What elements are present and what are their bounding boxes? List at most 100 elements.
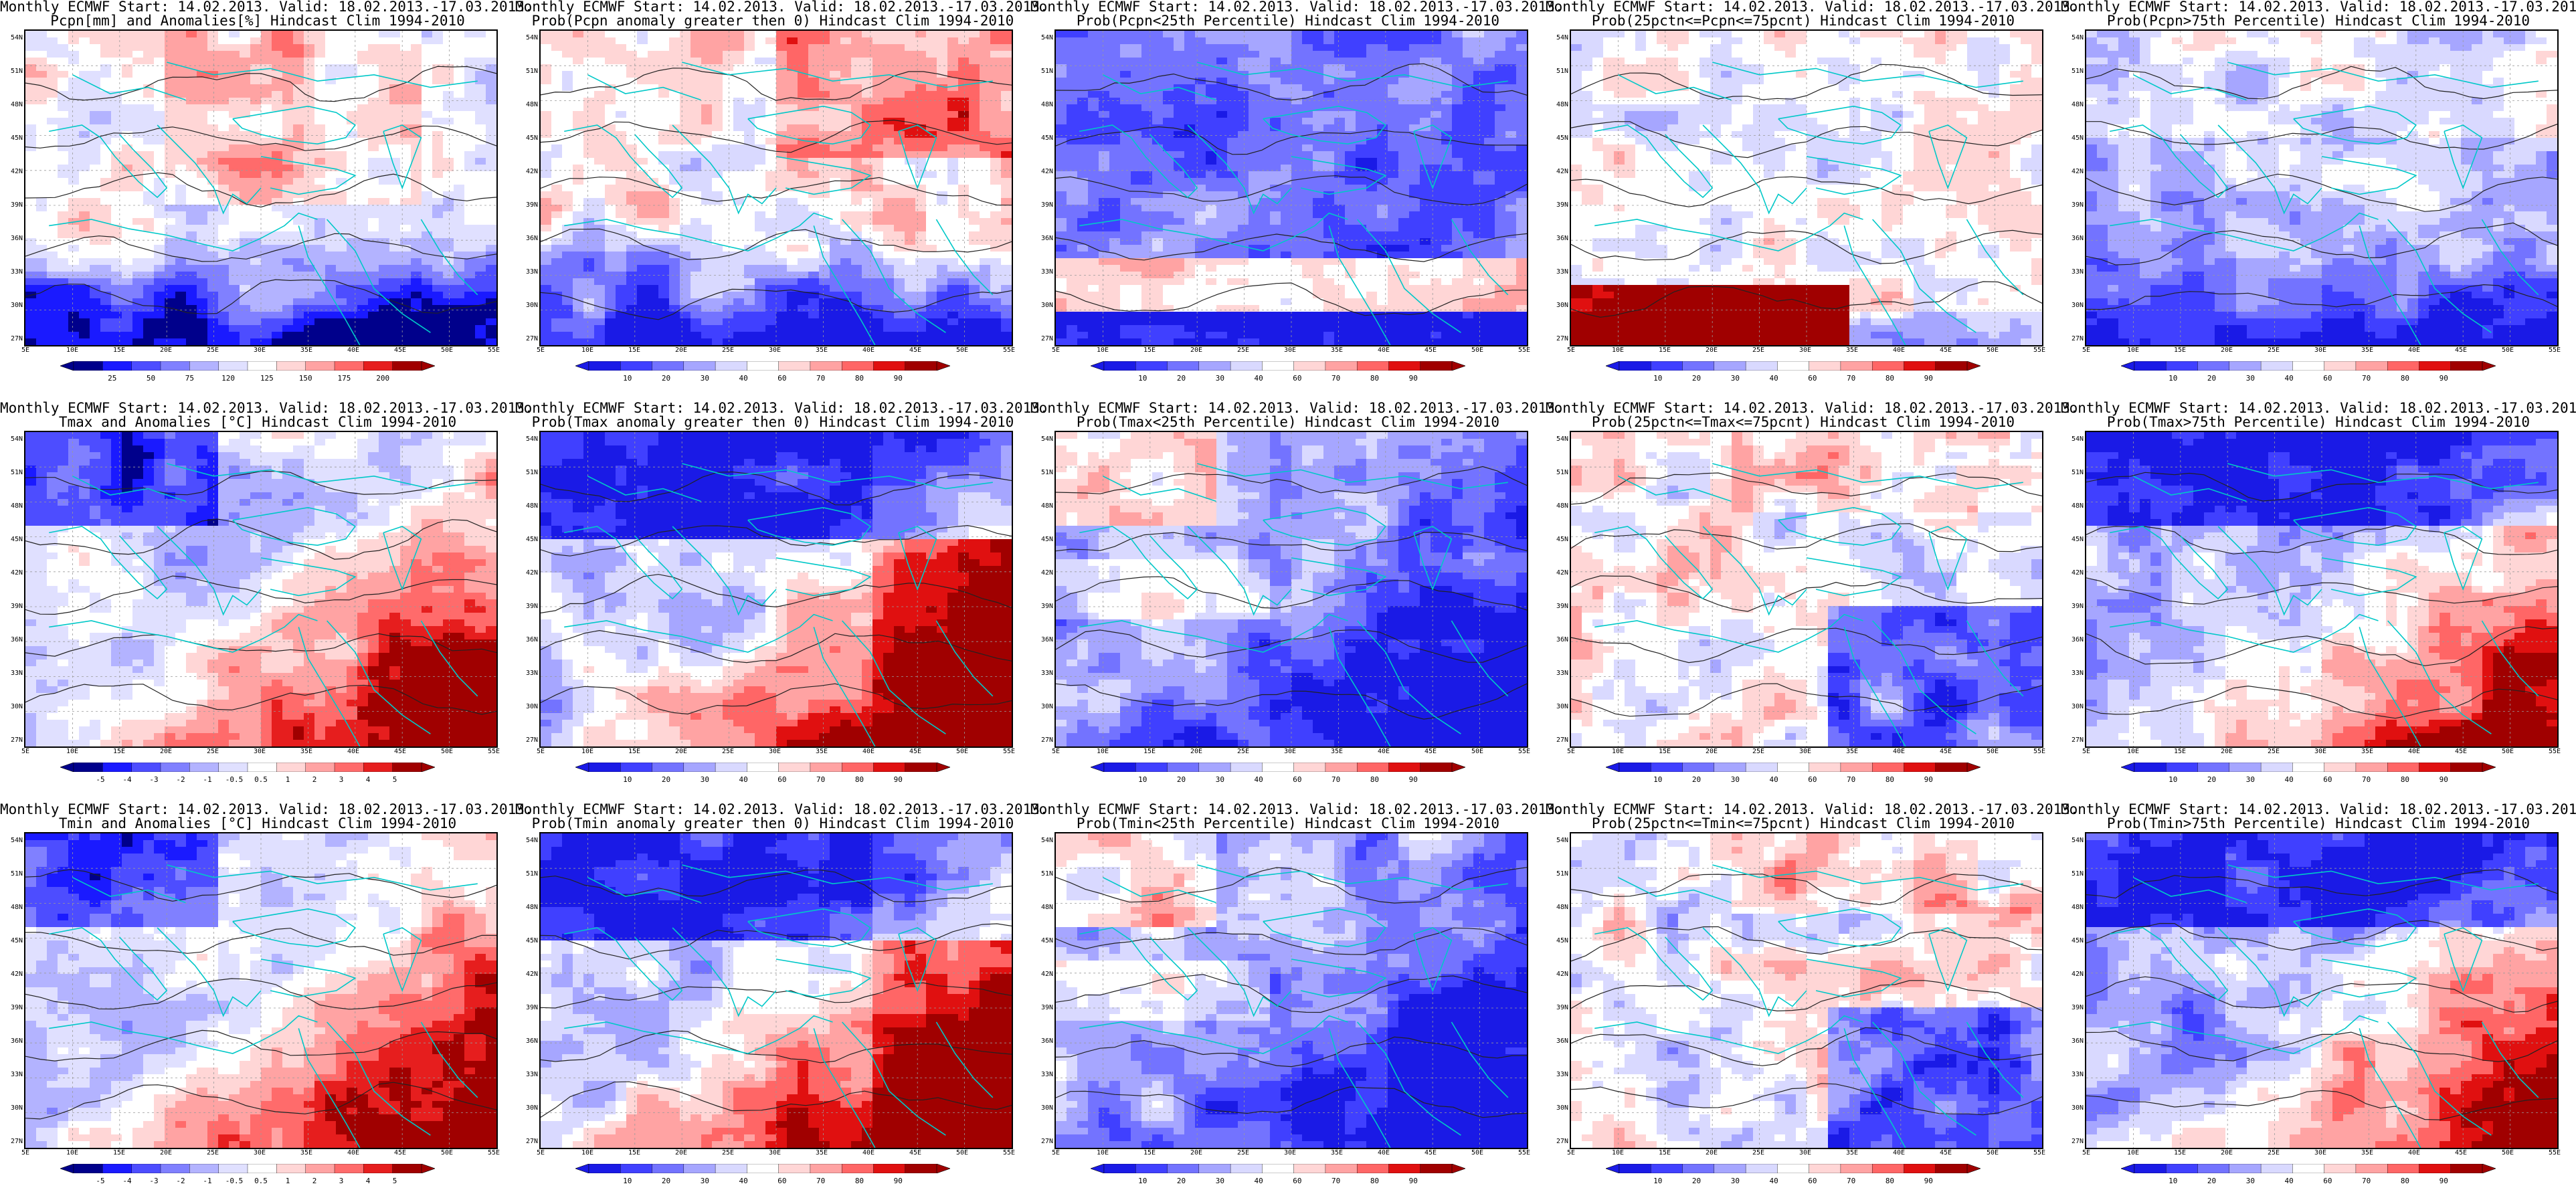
lon-tick-label: 30E: [250, 748, 270, 755]
lat-tick-label: 30N: [0, 302, 23, 309]
map-panel-r1c1: Monthly ECMWF Start: 14.02.2013. Valid: …: [0, 0, 533, 401]
lat-tick-label: 54N: [1546, 436, 1568, 443]
forecast-map: [1054, 431, 1528, 748]
lat-tick-label: 27N: [0, 336, 23, 342]
lat-tick-label: 42N: [2061, 169, 2084, 175]
lon-tick-label: 20E: [1186, 748, 1206, 755]
lat-tick-label: 27N: [2061, 1138, 2084, 1145]
lat-tick-label: 27N: [1030, 1138, 1053, 1145]
colorbar-tick-label: 60: [1286, 776, 1309, 783]
colorbar-tick-label: -3: [143, 776, 165, 783]
lon-tick-label: 55E: [2029, 347, 2049, 354]
panel-title-line-2: Prob(Tmax<25th Percentile) Hindcast Clim…: [1030, 415, 1546, 429]
colorbar: [1606, 1164, 1981, 1173]
lon-tick-label: 20E: [1186, 347, 1206, 354]
lon-tick-label: 50E: [952, 748, 972, 755]
lon-tick-label: 55E: [2029, 748, 2049, 755]
lon-tick-label: 20E: [2217, 347, 2237, 354]
panel-title-line-1: Monthly ECMWF Start: 14.02.2013. Valid: …: [0, 401, 533, 415]
colorbar-tick-label: 60: [771, 1177, 794, 1185]
panel-title-line-2: Prob(Tmin anomaly greater then 0) Hindca…: [515, 817, 1030, 831]
colorbar-tick-label: 80: [1878, 1177, 1901, 1185]
panel-title-line-2: Prob(Pcpn anomaly greater then 0) Hindca…: [515, 14, 1030, 28]
forecast-map: [2085, 431, 2559, 748]
contour-lines: [541, 471, 1012, 715]
colorbar-tick-label: 70: [1840, 1177, 1863, 1185]
coastlines: [2110, 864, 2539, 1148]
forecast-map-svg: [2086, 833, 2557, 1148]
lat-tick-label: 39N: [1546, 1005, 1568, 1011]
forecast-map-svg: [1056, 833, 1527, 1148]
contour-lines: [25, 66, 496, 314]
lat-tick-label: 45N: [1546, 135, 1568, 142]
lon-tick-label: 30E: [1795, 347, 1815, 354]
lon-tick-label: 15E: [2170, 748, 2190, 755]
lon-tick-label: 40E: [858, 748, 879, 755]
lon-tick-label: 40E: [1889, 1150, 1909, 1157]
panel-title: Monthly ECMWF Start: 14.02.2013. Valid: …: [0, 803, 533, 831]
lat-tick-label: 54N: [1030, 436, 1053, 443]
lat-tick-label: 39N: [2061, 202, 2084, 209]
panel-title: Monthly ECMWF Start: 14.02.2013. Valid: …: [0, 0, 533, 28]
lat-tick-label: 27N: [515, 1138, 538, 1145]
panel-title-line-2: Tmin and Anomalies [°C] Hindcast Clim 19…: [0, 817, 515, 831]
lon-tick-label: 15E: [109, 748, 129, 755]
panel-title-line-1: Monthly ECMWF Start: 14.02.2013. Valid: …: [1546, 0, 2079, 14]
colorbar-tick-label: 20: [2201, 1177, 2223, 1185]
panel-title: Monthly ECMWF Start: 14.02.2013. Valid: …: [2061, 0, 2576, 28]
colorbar-tick-label: 20: [1170, 1177, 1193, 1185]
lon-tick-label: 50E: [2498, 1150, 2518, 1157]
lat-tick-label: 36N: [515, 1038, 538, 1045]
lat-tick-label: 30N: [1546, 302, 1568, 309]
shaded-field: [1571, 833, 2042, 1148]
lon-tick-label: 20E: [671, 347, 691, 354]
colorbar-tick-label: 120: [217, 375, 240, 382]
forecast-map-svg: [541, 432, 1012, 746]
lat-tick-label: 27N: [2061, 336, 2084, 342]
lon-tick-label: 50E: [1983, 748, 2003, 755]
lat-tick-label: 39N: [1546, 603, 1568, 610]
lon-tick-label: 40E: [343, 748, 363, 755]
coastlines: [1594, 864, 2024, 1148]
lon-tick-label: 30E: [1280, 347, 1300, 354]
lat-tick-label: 42N: [515, 570, 538, 577]
lon-tick-label: 20E: [1701, 748, 1722, 755]
colorbar-tick-label: 20: [2201, 375, 2223, 382]
lon-tick-label: 55E: [484, 748, 504, 755]
colorbar: [2121, 1164, 2496, 1173]
colorbar-tick-label: 0.5: [250, 1177, 272, 1185]
colorbar-tick-label: 150: [294, 375, 317, 382]
forecast-map: [24, 832, 498, 1149]
map-panel-r2c1: Monthly ECMWF Start: 14.02.2013. Valid: …: [0, 401, 533, 803]
colorbar-tick-label: 25: [101, 375, 124, 382]
colorbar-tick-label: 10: [1647, 776, 1669, 783]
lon-tick-label: 25E: [718, 1150, 738, 1157]
lon-tick-label: 35E: [1842, 1150, 1862, 1157]
colorbar-tick-label: 80: [1363, 1177, 1386, 1185]
graticule: [541, 31, 1012, 345]
lon-tick-label: 15E: [2170, 347, 2190, 354]
lon-tick-label: 35E: [2357, 347, 2377, 354]
colorbar-tick-label: 2: [303, 1177, 326, 1185]
colorbar-tick-label: 10: [2162, 776, 2185, 783]
lat-tick-label: 51N: [2061, 470, 2084, 476]
lat-tick-label: 48N: [1546, 503, 1568, 510]
lon-tick-label: 10E: [1608, 748, 1628, 755]
graticule: [25, 31, 496, 345]
lat-tick-label: 36N: [0, 1038, 23, 1045]
lon-tick-label: 35E: [296, 1150, 316, 1157]
colorbar-tick-label: 80: [1363, 776, 1386, 783]
lon-tick-label: 55E: [484, 347, 504, 354]
lon-tick-label: 5E: [15, 347, 35, 354]
colorbar-tick-label: 60: [1801, 1177, 1824, 1185]
lat-tick-label: 54N: [515, 436, 538, 443]
lon-tick-label: 30E: [765, 1150, 785, 1157]
forecast-map: [539, 29, 1013, 346]
lon-tick-label: 45E: [905, 748, 925, 755]
coastlines: [564, 463, 994, 746]
colorbar-tick-label: 4: [357, 776, 379, 783]
lon-tick-label: 15E: [1139, 1150, 1160, 1157]
colorbar-tick-label: -3: [143, 1177, 165, 1185]
colorbar-tick-label: 20: [2201, 776, 2223, 783]
lat-tick-label: 30N: [2061, 1105, 2084, 1112]
